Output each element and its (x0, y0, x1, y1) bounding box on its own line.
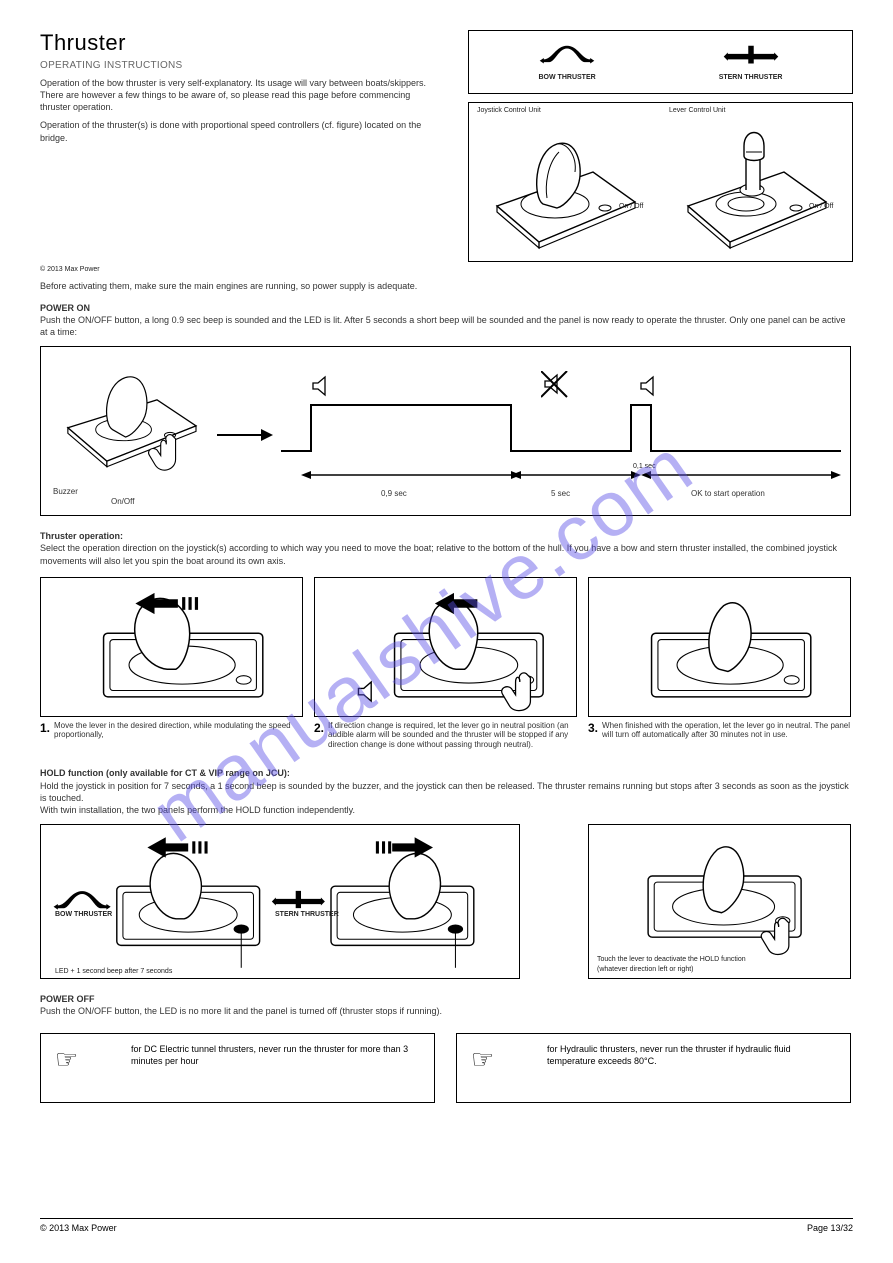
onoff-label-timing: On/Off (111, 497, 134, 507)
tshort-label: 0,1 sec (633, 463, 656, 471)
op-step-1-text: Move the lever in the desired direction,… (54, 721, 303, 750)
speaker-icon (311, 375, 333, 397)
stern-thruster-label: STERN THRUSTER (719, 74, 783, 82)
hand-point-icon: ☞ (55, 1044, 78, 1075)
dc-warning-text: for DC Electric tunnel thrusters, never … (131, 1044, 420, 1067)
operation-step-1-box (40, 577, 303, 717)
operation-step-2-box (314, 577, 577, 717)
hold-right-box: Touch the lever to deactivate the HOLD f… (588, 824, 851, 979)
t5-label: 5 sec (551, 489, 570, 499)
max-power-copyright-inline: © 2013 Max Power (40, 266, 853, 274)
buzzer-timing-box: Buzzer On/Off 0,9 sec 5 sec 0,1 sec OK t… (40, 346, 851, 516)
thruster-label-strip: BOW THRUSTER STERN THRUSTER (468, 30, 853, 94)
stern-thruster-icon: STERN THRUSTER (719, 43, 783, 82)
thruster-operation-intro: Select the operation direction on the jo… (40, 542, 853, 566)
operation-step-3-box (588, 577, 851, 717)
press-onoff-illustration (51, 359, 211, 489)
op-step-2-text: If direction change is required, let the… (328, 721, 577, 750)
hold-left-legend: LED + 1 second beep after 7 seconds (55, 968, 514, 976)
power-off-text: Push the ON/OFF button, the LED is no mo… (40, 1005, 853, 1017)
thruster-operation-title: Thruster operation: (40, 530, 853, 542)
ok-start-label: OK to start operation (691, 489, 765, 499)
hold-title: HOLD function (only available for CT & V… (40, 767, 853, 779)
footer-left: © 2013 Max Power (40, 1223, 117, 1233)
arrow-right-icon (217, 425, 273, 445)
op-step-3-text: When finished with the operation, let th… (602, 721, 851, 750)
hold-right-legend-b: (whatever direction left or right) (597, 966, 848, 974)
page-footer: © 2013 Max Power Page 13/32 (40, 1218, 853, 1233)
t09-label: 0,9 sec (381, 489, 407, 499)
jcu-label: Joystick Control Unit (477, 107, 541, 115)
bow-thruster-label: BOW THRUSTER (539, 74, 596, 82)
preuse-line: Before activating them, make sure the ma… (40, 280, 853, 292)
dc-warning-box: ☞ for DC Electric tunnel thrusters, neve… (40, 1033, 435, 1103)
page-title: Thruster (40, 30, 440, 56)
hold-p1: Hold the joystick in position for 7 seco… (40, 780, 853, 804)
power-on-title: POWER ON (40, 303, 90, 313)
footer-right: Page 13/32 (807, 1223, 853, 1233)
speaker-icon-2 (639, 375, 661, 397)
page-subtitle: OPERATING INSTRUCTIONS (40, 60, 440, 71)
op-step-3-num: 3. (588, 721, 598, 750)
bow-thruster-icon: BOW THRUSTER (539, 43, 596, 82)
bow-label-in-hold: BOW THRUSTER (55, 911, 112, 919)
op-step-2-num: 2. (314, 721, 324, 750)
power-on-text: Push the ON/OFF button, a long 0.9 sec b… (40, 314, 853, 338)
buzzer-label: Buzzer (53, 487, 78, 497)
lever-control-unit-drawing (671, 112, 841, 252)
op-step-1-num: 1. (40, 721, 50, 750)
hand-point-icon-2: ☞ (471, 1044, 494, 1075)
intro-paragraph-2: Operation of the thruster(s) is done wit… (40, 119, 440, 143)
hold-right-legend-a: Touch the lever to deactivate the HOLD f… (597, 956, 848, 964)
power-off-title: POWER OFF (40, 994, 95, 1004)
controller-figure-box: Joystick Control Unit Lever Control Unit… (468, 102, 853, 262)
lcu-label: Lever Control Unit (669, 107, 725, 115)
hyd-warning-text: for Hydraulic thrusters, never run the t… (547, 1044, 836, 1067)
buzzer-waveform (281, 395, 841, 465)
joystick-control-unit-drawing (480, 112, 650, 252)
hyd-warning-box: ☞ for Hydraulic thrusters, never run the… (456, 1033, 851, 1103)
hold-p2: With twin installation, the two panels p… (40, 804, 853, 816)
onoff-label-1: On / Off (619, 203, 643, 211)
hold-left-box: LED + 1 second beep after 7 seconds BOW … (40, 824, 520, 979)
intro-paragraph-1: Operation of the bow thruster is very se… (40, 77, 440, 113)
stern-label-in-hold: STERN THRUSTER (275, 911, 339, 919)
onoff-label-2: On / Off (809, 203, 833, 211)
